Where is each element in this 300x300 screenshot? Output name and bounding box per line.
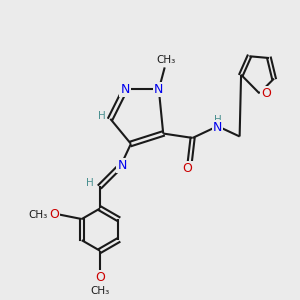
- Text: H: H: [214, 115, 221, 125]
- Text: O: O: [261, 87, 271, 100]
- Text: O: O: [49, 208, 59, 221]
- Text: N: N: [213, 121, 222, 134]
- Text: CH₃: CH₃: [90, 286, 110, 296]
- Text: H: H: [86, 178, 94, 188]
- Text: H: H: [98, 112, 106, 122]
- Text: CH₃: CH₃: [28, 210, 47, 220]
- Text: O: O: [182, 162, 192, 175]
- Text: N: N: [154, 83, 164, 96]
- Text: N: N: [117, 159, 127, 172]
- Text: CH₃: CH₃: [157, 55, 176, 65]
- Text: N: N: [120, 83, 130, 96]
- Text: O: O: [95, 271, 105, 284]
